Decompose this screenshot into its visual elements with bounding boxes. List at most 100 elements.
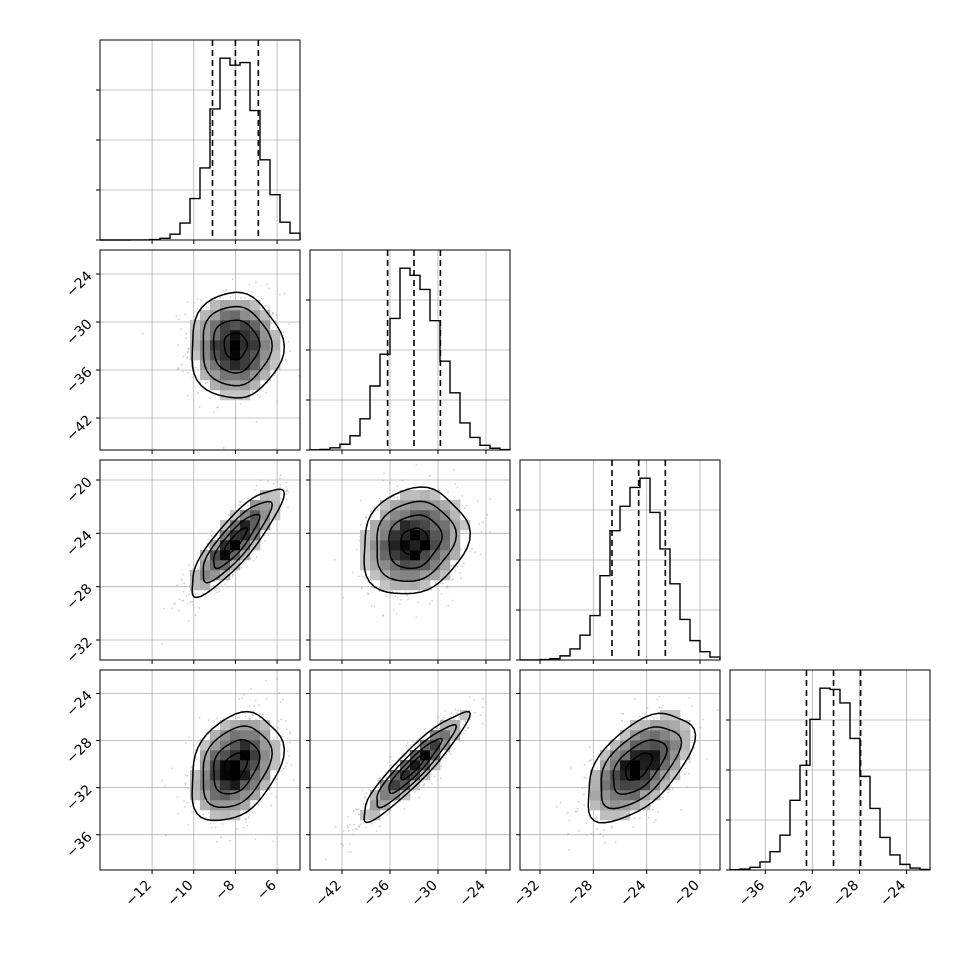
- density-bin: [220, 320, 231, 331]
- scatter-point: [285, 728, 288, 731]
- scatter-point: [399, 598, 402, 601]
- scatter-point: [272, 482, 275, 485]
- scatter-point: [171, 767, 174, 770]
- density-bin: [210, 320, 221, 331]
- scatter-point: [249, 718, 252, 720]
- density-bin: [410, 500, 421, 511]
- density-bin: [190, 780, 201, 791]
- scatter-point: [396, 485, 399, 488]
- scatter-point: [207, 719, 210, 722]
- scatter-point: [685, 785, 688, 788]
- scatter-point: [270, 804, 272, 807]
- density-bin: [250, 330, 261, 341]
- density-bin: [220, 540, 231, 551]
- joint-content: [555, 696, 719, 851]
- scatter-point: [191, 568, 194, 571]
- density-bin: [230, 350, 241, 361]
- density-bin: [220, 730, 231, 741]
- scatter-point: [471, 547, 474, 550]
- density-bin: [270, 750, 281, 761]
- scatter-point: [482, 521, 484, 524]
- density-bin: [260, 730, 271, 741]
- density-bin: [650, 790, 661, 801]
- contour-2-sigma: [587, 712, 697, 824]
- scatter-point: [461, 565, 464, 567]
- scatter-point: [191, 810, 194, 813]
- scatter-point: [486, 513, 489, 516]
- density-bin: [240, 360, 251, 371]
- scatter-point: [482, 697, 485, 700]
- scatter-point: [688, 761, 691, 764]
- scatter-point: [654, 819, 657, 822]
- scatter-point: [582, 793, 585, 796]
- density-bin: [400, 510, 411, 521]
- axes-frame: [99, 459, 301, 661]
- density-bin: [220, 390, 231, 401]
- density-bin: [260, 490, 271, 501]
- axes-frame: [309, 249, 511, 451]
- density-bin: [430, 550, 441, 561]
- density-bin: [370, 560, 381, 571]
- density-bin: [390, 530, 401, 541]
- density-bin: [200, 770, 211, 781]
- scatter-point: [653, 821, 656, 824]
- density-bin: [630, 770, 641, 781]
- scatter-point: [450, 712, 453, 714]
- density-bin: [230, 760, 241, 771]
- density-bins: [190, 720, 281, 821]
- scatter-point: [282, 331, 285, 333]
- scatter-point: [446, 585, 449, 588]
- scatter-point: [592, 833, 594, 836]
- scatter-point: [456, 565, 459, 568]
- density-bin: [190, 790, 201, 801]
- scatter-point: [422, 784, 425, 786]
- scatter-point: [279, 477, 281, 480]
- scatter-point: [252, 390, 254, 393]
- scatter-point: [383, 472, 385, 475]
- scatter-point: [463, 507, 466, 509]
- scatter-point: [428, 475, 431, 477]
- contour-1.5-sigma: [202, 500, 273, 584]
- y-tick-label: −36: [63, 829, 95, 861]
- density-bin: [260, 350, 271, 361]
- density-bin: [250, 790, 261, 801]
- density-bin: [630, 800, 641, 811]
- scatter-point: [436, 726, 438, 729]
- scatter-point: [192, 564, 195, 566]
- density-bin: [610, 790, 621, 801]
- density-bin: [630, 750, 641, 761]
- scatter-point: [236, 717, 239, 719]
- scatter-point: [207, 538, 210, 540]
- scatter-point: [186, 356, 189, 358]
- scatter-point: [446, 587, 448, 589]
- scatter-point: [267, 287, 270, 290]
- scatter-point: [334, 826, 337, 828]
- scatter-point: [222, 717, 225, 720]
- density-bin: [420, 510, 431, 521]
- scatter-point: [267, 534, 270, 537]
- density-bin: [430, 510, 441, 521]
- scatter-point: [340, 843, 342, 845]
- contour-1.5-sigma: [376, 500, 458, 583]
- scatter-point: [162, 607, 165, 610]
- scatter-point: [259, 395, 262, 398]
- density-bin: [250, 340, 261, 351]
- scatter-point: [590, 833, 592, 835]
- scatter-point: [206, 381, 209, 384]
- scatter-point: [187, 593, 190, 596]
- scatter-point: [247, 504, 250, 507]
- density-bin: [600, 790, 611, 801]
- density-bin: [230, 740, 241, 751]
- scatter-point: [585, 822, 588, 824]
- density-bin: [240, 510, 251, 521]
- scatter-point: [186, 602, 189, 605]
- density-bin: [230, 560, 241, 571]
- scatter-point: [194, 749, 197, 752]
- scatter-point: [285, 762, 288, 764]
- density-bin: [190, 330, 201, 341]
- scatter-point: [275, 796, 278, 799]
- scatter-point: [229, 296, 232, 299]
- density-bin: [400, 490, 411, 501]
- scatter-point: [264, 304, 267, 307]
- density-bin: [260, 780, 271, 791]
